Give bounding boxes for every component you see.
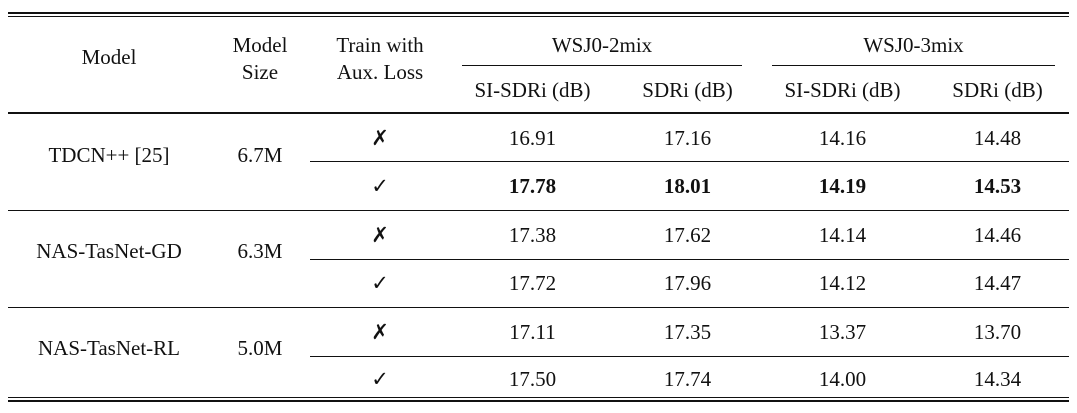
value-cell-best: 14.53 [973,174,1022,198]
aux-mark-check: ✓ [371,174,389,198]
header-group-wsj0-2mix: WSJ0-2mix [551,33,653,57]
header-aux-loss-line1: Train with [336,33,424,57]
aux-mark-check: ✓ [371,271,389,295]
value-cell: 17.11 [509,320,556,344]
value-cell: 14.46 [973,223,1022,247]
value-cell: 14.14 [818,223,867,247]
header-group-wsj0-3mix: WSJ0-3mix [863,33,964,57]
bottom-rule-1 [8,397,1069,398]
value-cell: 17.16 [663,126,712,150]
value-cell-best: 18.01 [663,174,712,198]
value-cell: 14.48 [973,126,1022,150]
row-rule-3 [310,356,1069,357]
value-cell: 17.38 [508,223,557,247]
top-rule-1 [8,12,1069,14]
value-cell: 17.35 [663,320,712,344]
value-cell-best: 17.78 [508,174,557,198]
value-cell: 16.91 [508,126,557,150]
wsj2-group-rule [462,65,742,66]
header-col-2mix-sdri: SDRi (dB) [642,78,733,102]
model-size-nas-tasnet-gd: 6.3M [237,239,283,263]
header-model-size-line2: Size [241,60,279,84]
row-rule-1 [310,161,1069,162]
header-aux-loss-line2: Aux. Loss [336,60,424,84]
top-rule-2 [8,16,1069,17]
value-cell-best: 14.19 [818,174,867,198]
model-name-tdcn: TDCN++ [25] [48,143,170,167]
aux-mark-cross: ✗ [371,223,389,247]
model-name-nas-tasnet-gd: NAS-TasNet-GD [36,239,182,263]
value-cell: 17.72 [508,271,557,295]
bottom-rule-2 [8,400,1069,402]
aux-mark-check: ✓ [371,367,389,391]
wsj3-group-rule [772,65,1055,66]
header-col-2mix-si-sdri: SI-SDRi (dB) [474,78,591,102]
value-cell: 17.96 [663,271,712,295]
group-rule-1 [8,210,1069,211]
value-cell: 17.50 [508,367,557,391]
header-col-3mix-si-sdri: SI-SDRi (dB) [784,78,901,102]
value-cell: 14.16 [818,126,867,150]
value-cell: 14.34 [973,367,1022,391]
aux-mark-cross: ✗ [371,320,389,344]
header-col-3mix-sdri: SDRi (dB) [952,78,1043,102]
value-cell: 14.12 [818,271,867,295]
group-rule-2 [8,307,1069,308]
header-model: Model [81,45,137,69]
value-cell: 13.37 [818,320,867,344]
value-cell: 14.00 [818,367,867,391]
value-cell: 14.47 [973,271,1022,295]
model-size-tdcn: 6.7M [237,143,283,167]
header-model-size-line1: Model [232,33,288,57]
value-cell: 13.70 [973,320,1022,344]
model-size-nas-tasnet-rl: 5.0M [237,336,283,360]
aux-mark-cross: ✗ [371,126,389,150]
value-cell: 17.74 [663,367,712,391]
model-name-nas-tasnet-rl: NAS-TasNet-RL [37,336,180,360]
value-cell: 17.62 [663,223,712,247]
row-rule-2 [310,259,1069,260]
header-rule [8,112,1069,114]
